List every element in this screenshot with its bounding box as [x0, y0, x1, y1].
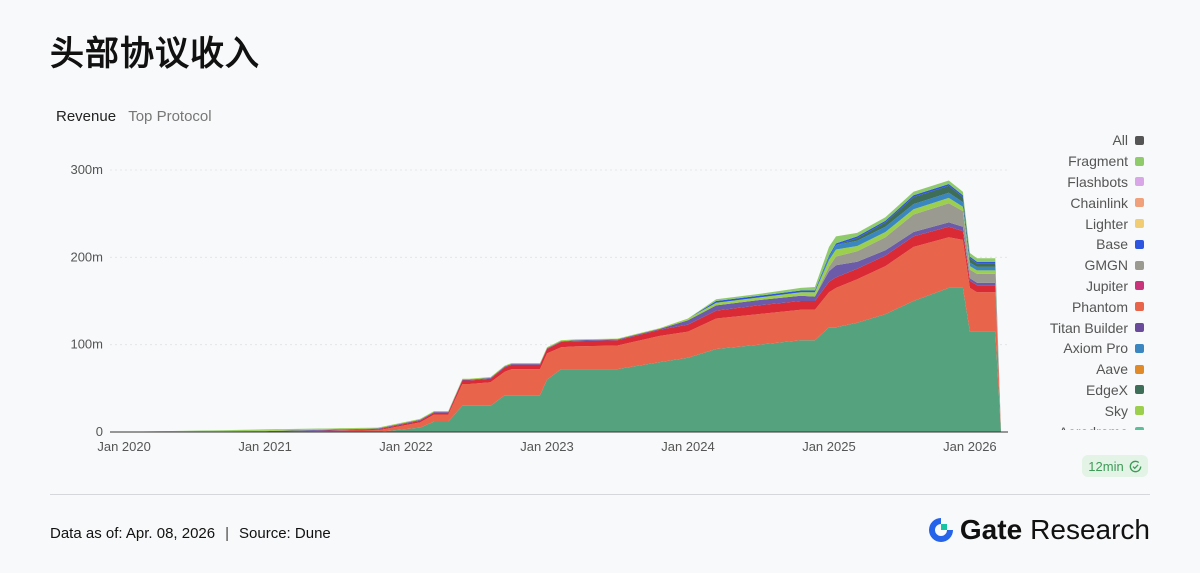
- legend-swatch: [1135, 302, 1144, 312]
- legend-swatch: [1135, 427, 1144, 430]
- legend-swatch: [1135, 323, 1144, 333]
- x-tick-label: Jan 2026: [943, 439, 997, 454]
- legend-label: GMGN: [1084, 257, 1128, 274]
- legend-swatch: [1135, 198, 1144, 208]
- legend-item[interactable]: Base: [974, 234, 1144, 255]
- y-tick-label: 0: [96, 424, 103, 439]
- gate-research-logo: Gate Research: [926, 514, 1150, 546]
- legend-item[interactable]: Phantom: [974, 296, 1144, 317]
- legend-swatch: [1135, 281, 1144, 291]
- footer-divider: [50, 494, 1150, 495]
- legend-item[interactable]: Sky: [974, 400, 1144, 421]
- brand-research: Research: [1030, 514, 1150, 545]
- chart-tabs: Revenue Top Protocol: [56, 108, 220, 125]
- refresh-badge[interactable]: 12min: [1082, 455, 1148, 477]
- x-tick-label: Jan 2025: [802, 439, 856, 454]
- area-series-jupiter: [110, 226, 1001, 432]
- data-source: Source: Dune: [239, 525, 331, 542]
- legend-swatch: [1135, 343, 1144, 353]
- legend-label: Axiom Pro: [1063, 340, 1128, 357]
- legend-label: Aave: [1096, 361, 1128, 378]
- chart-legend: All Fragment Flashbots Chainlink Lighter Base…: [974, 130, 1144, 430]
- footer-info: Data as of: Apr. 08, 2026 | Source: Dune: [50, 525, 331, 542]
- legend-label: Lighter: [1085, 215, 1128, 232]
- area-series-phantom: [110, 237, 1001, 432]
- x-tick-label: Jan 2021: [238, 439, 292, 454]
- data-date: Data as of: Apr. 08, 2026: [50, 525, 216, 542]
- x-tick-label: Jan 2022: [379, 439, 433, 454]
- gate-logo-icon: [928, 518, 953, 542]
- legend-label: Flashbots: [1067, 173, 1128, 190]
- tab-top-protocol[interactable]: Top Protocol: [128, 108, 212, 125]
- legend-item[interactable]: GMGN: [974, 255, 1144, 276]
- legend-label: Fragment: [1068, 153, 1128, 170]
- legend-label: Base: [1096, 236, 1128, 253]
- x-tick-label: Jan 2023: [520, 439, 574, 454]
- legend-swatch: [1135, 406, 1144, 416]
- y-tick-label: 100m: [70, 337, 103, 352]
- legend-label: Phantom: [1071, 298, 1128, 315]
- x-tick-label: Jan 2024: [661, 439, 715, 454]
- y-tick-label: 200m: [70, 249, 103, 264]
- tab-revenue[interactable]: Revenue: [56, 108, 117, 125]
- legend-item[interactable]: Flashbots: [974, 172, 1144, 193]
- legend-label: Aerodrome: [1059, 424, 1128, 430]
- legend-item[interactable]: Titan Builder: [974, 317, 1144, 338]
- legend-swatch: [1135, 364, 1144, 374]
- legend-item[interactable]: Axiom Pro: [974, 338, 1144, 359]
- legend-swatch: [1135, 135, 1144, 145]
- x-tick-label: Jan 2020: [97, 439, 151, 454]
- area-series-gmgn: [110, 203, 1001, 432]
- legend-label: Sky: [1104, 402, 1128, 419]
- legend-swatch: [1135, 260, 1144, 270]
- legend-swatch: [1135, 156, 1144, 166]
- refresh-badge-label: 12min: [1088, 458, 1124, 474]
- legend-label: All: [1112, 132, 1128, 149]
- legend-label: EdgeX: [1085, 381, 1128, 398]
- legend-swatch: [1135, 177, 1144, 187]
- legend-item[interactable]: Jupiter: [974, 276, 1144, 297]
- brand-gate: Gate: [959, 514, 1023, 545]
- legend-item[interactable]: Lighter: [974, 213, 1144, 234]
- legend-item[interactable]: Fragment: [974, 151, 1144, 172]
- legend-label: Jupiter: [1085, 277, 1128, 294]
- legend-item[interactable]: All: [974, 130, 1144, 151]
- legend-label: Chainlink: [1070, 194, 1128, 211]
- legend-item[interactable]: Aerodrome: [974, 421, 1144, 430]
- legend-item[interactable]: Chainlink: [974, 192, 1144, 213]
- legend-item[interactable]: EdgeX: [974, 380, 1144, 401]
- area-series-aerodrome: [110, 287, 1001, 432]
- y-tick-label: 300m: [70, 162, 103, 177]
- check-circle-icon: [1129, 460, 1142, 472]
- page-title: 头部协议收入: [50, 34, 260, 74]
- legend-swatch: [1135, 219, 1144, 229]
- legend-label: Titan Builder: [1049, 319, 1128, 336]
- footer-separator: |: [225, 525, 230, 542]
- legend-item[interactable]: Aave: [974, 359, 1144, 380]
- legend-swatch: [1135, 239, 1144, 249]
- legend-swatch: [1135, 385, 1144, 395]
